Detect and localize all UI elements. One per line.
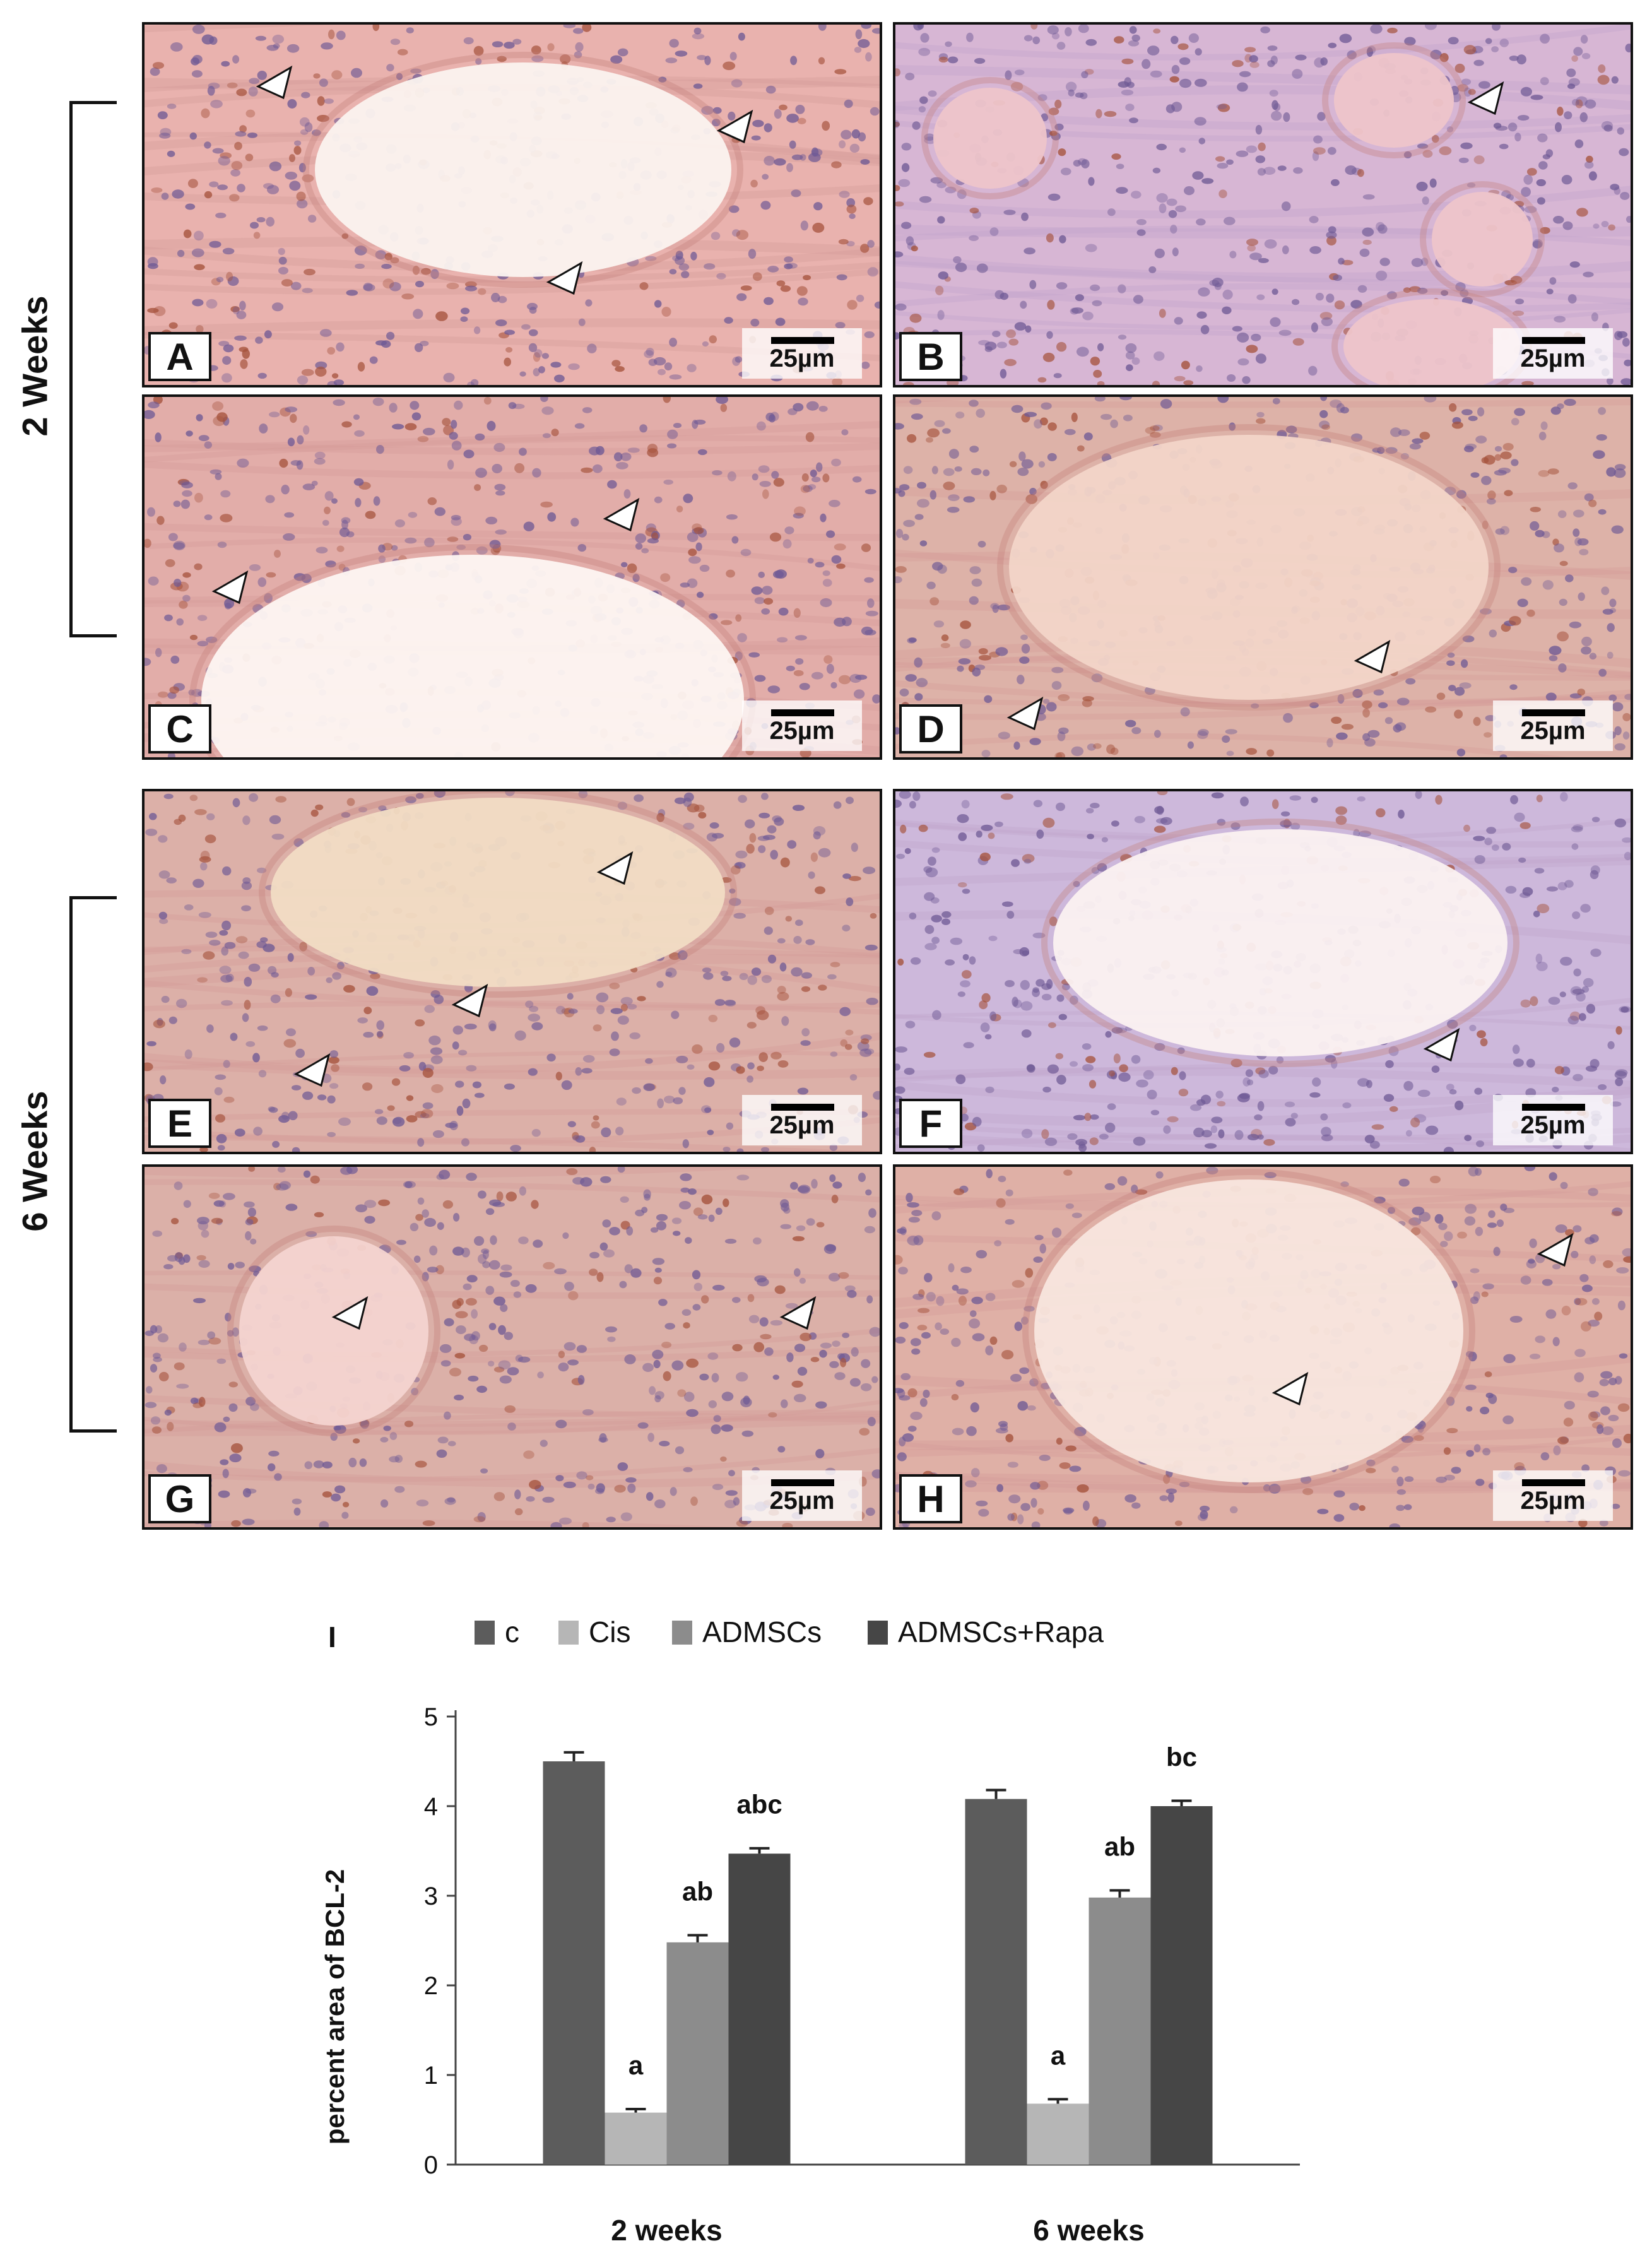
- chart-legend: c Cis ADMSCs ADMSCs+Rapa: [475, 1616, 1104, 1648]
- y-axis: 0 1 2 3 4 5: [424, 1703, 457, 2179]
- error-bar: [1047, 2098, 1068, 2104]
- legend-label: c: [505, 1616, 519, 1648]
- scale-bar-e: 25µm: [742, 1095, 862, 1145]
- scale-label-h: 25µm: [1520, 1487, 1586, 1515]
- significance-label: ab: [682, 1876, 713, 1906]
- y-tick-label: 4: [424, 1793, 438, 1821]
- error-bar: [986, 1788, 1006, 1799]
- micrograph-panel-b: B 25µm: [893, 22, 1633, 387]
- error-bar: [1109, 1889, 1130, 1898]
- micrograph-panel-a: A 25µm: [142, 22, 882, 387]
- chart-panel-label: I: [328, 1621, 336, 1653]
- panel-letter-b: B: [899, 332, 962, 381]
- scale-label-b: 25µm: [1520, 345, 1586, 372]
- bar: [1027, 2103, 1089, 2165]
- panel-letter-f: F: [899, 1099, 962, 1148]
- group-label-6-weeks: 6 Weeks: [15, 1091, 55, 1232]
- legend-label: ADMSCs+Rapa: [898, 1616, 1104, 1648]
- tissue-image-d: [895, 397, 1631, 757]
- scale-label-a: 25µm: [769, 345, 835, 372]
- bar-series: a ab abc a ab bc: [543, 1742, 1213, 2165]
- bar: [1150, 1806, 1213, 2165]
- significance-label: abc: [736, 1790, 782, 1819]
- error-bar: [687, 1934, 708, 1942]
- x-tick-label: 6 weeks: [1033, 2214, 1144, 2247]
- scale-label-g: 25µm: [769, 1487, 835, 1515]
- scale-bar-b: 25µm: [1493, 328, 1613, 379]
- x-tick-label: 2 weeks: [611, 2214, 722, 2247]
- y-tick-label: 3: [424, 1883, 438, 1910]
- bar: [666, 1942, 729, 2165]
- panel-letter-a: A: [148, 332, 211, 381]
- bar: [543, 1761, 605, 2165]
- y-tick-label: 5: [424, 1703, 438, 1731]
- bar: [965, 1799, 1027, 2165]
- significance-label: ab: [1104, 1831, 1135, 1861]
- scale-bar-d: 25µm: [1493, 700, 1613, 751]
- error-bar: [625, 2107, 646, 2113]
- significance-label: bc: [1166, 1742, 1197, 1771]
- micrograph-panel-e: E 25µm: [142, 789, 882, 1154]
- legend-label: Cis: [589, 1616, 630, 1648]
- legend-swatch: [558, 1621, 579, 1645]
- error-bar: [1171, 1799, 1192, 1806]
- scale-label-d: 25µm: [1520, 717, 1586, 745]
- bar: [728, 1853, 791, 2165]
- scale-bar-a: 25µm: [742, 328, 862, 379]
- tissue-image-f: [895, 791, 1631, 1152]
- panel-letter-e: E: [148, 1099, 211, 1148]
- micrograph-panel-f: F 25µm: [893, 789, 1633, 1154]
- micrograph-panel-g: G 25µm: [142, 1164, 882, 1530]
- tissue-image-g: [145, 1167, 880, 1527]
- y-tick-label: 0: [424, 2151, 438, 2179]
- tissue-image-b: [895, 25, 1631, 385]
- group-bracket-6-weeks: [69, 896, 117, 1433]
- scale-label-c: 25µm: [769, 717, 835, 745]
- panel-letter-d: D: [899, 704, 962, 754]
- group-bracket-2-weeks: [69, 101, 117, 637]
- legend-swatch: [475, 1621, 495, 1645]
- micrograph-panel-c: C 25µm: [142, 394, 882, 760]
- scale-label-e: 25µm: [769, 1111, 835, 1139]
- significance-label: a: [1051, 2040, 1066, 2070]
- bcl2-bar-chart: I c Cis ADMSCs ADMSCs+Rapa percent area of …: [320, 1616, 1300, 2247]
- x-axis: 2 weeks 6 weeks: [456, 2163, 1300, 2247]
- significance-label: a: [628, 2050, 644, 2080]
- micrograph-panel-d: D 25µm: [893, 394, 1633, 760]
- legend-label: ADMSCs: [702, 1616, 822, 1648]
- y-axis-label: percent area of BCL-2: [320, 1869, 350, 2144]
- scale-bar-f: 25µm: [1493, 1095, 1613, 1145]
- micrograph-panel-h: H 25µm: [893, 1164, 1633, 1530]
- scale-bar-h: 25µm: [1493, 1470, 1613, 1521]
- y-tick-label: 1: [424, 2062, 438, 2090]
- scale-label-f: 25µm: [1520, 1111, 1586, 1139]
- group-label-2-weeks: 2 Weeks: [15, 295, 55, 437]
- bar: [605, 2112, 667, 2165]
- error-bar: [749, 1847, 770, 1854]
- panel-letter-c: C: [148, 704, 211, 754]
- y-tick-label: 2: [424, 1972, 438, 2000]
- scale-bar-g: 25µm: [742, 1470, 862, 1521]
- bar: [1089, 1897, 1151, 2165]
- scale-bar-c: 25µm: [742, 700, 862, 751]
- legend-swatch: [868, 1621, 888, 1645]
- error-bar: [563, 1751, 584, 1761]
- panel-letter-h: H: [899, 1474, 962, 1523]
- panel-letter-g: G: [148, 1474, 211, 1523]
- legend-swatch: [672, 1621, 692, 1645]
